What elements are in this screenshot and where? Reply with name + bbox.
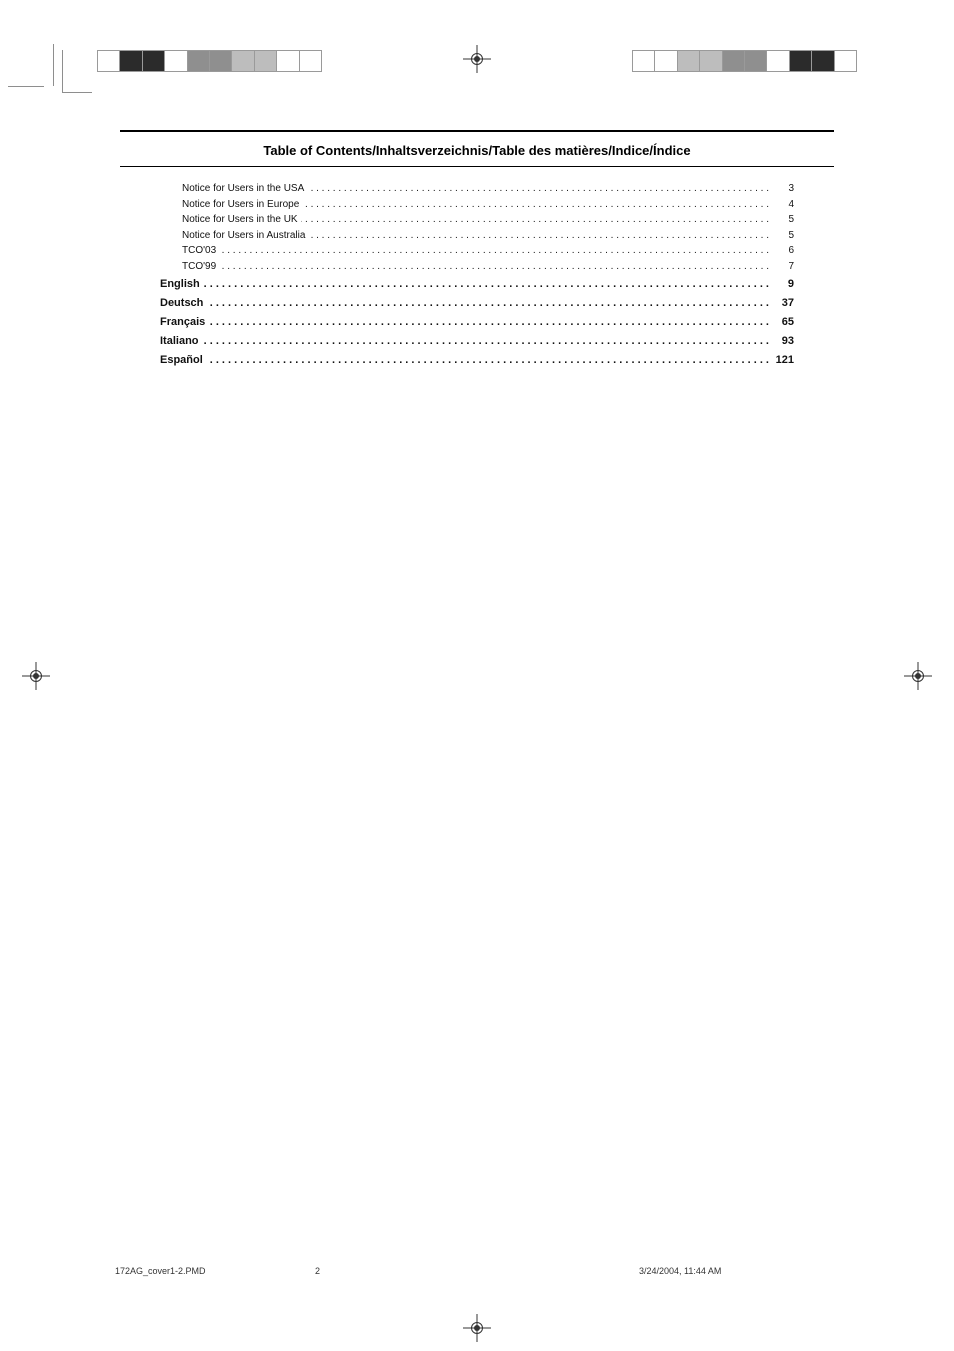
toc-row: Notice for Users in Australia 5	[160, 228, 794, 244]
toc-label: Notice for Users in Australia	[182, 228, 305, 244]
color-swatch	[811, 50, 833, 72]
toc-leader-dots	[206, 352, 769, 363]
registration-mark-bottom	[466, 1317, 488, 1339]
color-swatch	[654, 50, 676, 72]
toc-label: Notice for Users in Europe	[182, 197, 299, 213]
color-swatch	[744, 50, 766, 72]
toc-row: TCO'99 7	[160, 259, 794, 275]
registration-mark-left	[25, 665, 47, 687]
toc-leader-dots	[301, 212, 769, 222]
color-swatch	[231, 50, 253, 72]
color-bar-top-right	[632, 50, 857, 72]
registration-mark-right	[907, 665, 929, 687]
footer-page-number: 2	[315, 1266, 375, 1276]
toc-leader-dots	[208, 314, 769, 325]
toc-leader-dots	[219, 259, 769, 269]
toc-label: TCO'99	[182, 259, 216, 275]
color-swatch	[677, 50, 699, 72]
color-swatch	[209, 50, 231, 72]
color-swatch	[97, 50, 119, 72]
table-of-contents: Notice for Users in the USA3Notice for U…	[120, 181, 834, 369]
color-swatch	[164, 50, 186, 72]
toc-leader-dots	[302, 197, 769, 207]
color-swatch	[766, 50, 788, 72]
toc-label: Español	[160, 352, 203, 369]
color-swatch	[299, 50, 322, 72]
toc-label: Deutsch	[160, 295, 203, 312]
toc-page-number: 5	[772, 212, 794, 228]
toc-page-number: 3	[772, 181, 794, 197]
toc-row: Italiano 93	[160, 333, 794, 350]
toc-page-number: 65	[772, 314, 794, 331]
footer: 172AG_cover1-2.PMD 2 3/24/2004, 11:44 AM	[115, 1266, 839, 1276]
toc-page-number: 9	[772, 276, 794, 293]
registration-mark-top	[466, 48, 488, 70]
toc-row: TCO'03 6	[160, 243, 794, 259]
color-swatch	[254, 50, 276, 72]
color-swatch	[722, 50, 744, 72]
toc-row: Notice for Users in the UK 5	[160, 212, 794, 228]
toc-row: Notice for Users in Europe 4	[160, 197, 794, 213]
footer-filename: 172AG_cover1-2.PMD	[115, 1266, 315, 1276]
toc-label: Notice for Users in the USA	[182, 181, 304, 197]
toc-leader-dots	[203, 276, 769, 287]
color-swatch	[142, 50, 164, 72]
toc-page-number: 7	[772, 259, 794, 275]
toc-page-number: 121	[772, 352, 794, 369]
toc-label: English	[160, 276, 200, 293]
toc-row: English 9	[160, 276, 794, 293]
footer-datetime: 3/24/2004, 11:44 AM	[639, 1266, 839, 1276]
toc-leader-dots	[307, 181, 769, 191]
toc-page-number: 5	[772, 228, 794, 244]
page-title: Table of Contents/Inhaltsverzeichnis/Tab…	[120, 140, 834, 166]
rule-under-title	[120, 166, 834, 167]
toc-row: Français 65	[160, 314, 794, 331]
toc-page-number: 6	[772, 243, 794, 259]
toc-page-number: 93	[772, 333, 794, 350]
color-bar-top-left	[97, 50, 322, 72]
toc-row: Notice for Users in the USA 3	[160, 181, 794, 197]
color-swatch	[119, 50, 141, 72]
toc-leader-dots	[202, 333, 769, 344]
color-swatch	[834, 50, 857, 72]
toc-label: TCO'03	[182, 243, 216, 259]
toc-leader-dots	[308, 228, 769, 238]
color-swatch	[187, 50, 209, 72]
color-swatch	[699, 50, 721, 72]
toc-label: Notice for Users in the UK	[182, 212, 298, 228]
toc-leader-dots	[206, 295, 769, 306]
color-swatch	[632, 50, 654, 72]
toc-page-number: 4	[772, 197, 794, 213]
rule-top	[120, 130, 834, 132]
toc-row: Deutsch 37	[160, 295, 794, 312]
color-swatch	[276, 50, 298, 72]
toc-label: Italiano	[160, 333, 199, 350]
toc-label: Français	[160, 314, 205, 331]
toc-row: Español 121	[160, 352, 794, 369]
toc-page-number: 37	[772, 295, 794, 312]
toc-leader-dots	[219, 243, 769, 253]
page-content: Table of Contents/Inhaltsverzeichnis/Tab…	[120, 130, 834, 369]
color-swatch	[789, 50, 811, 72]
